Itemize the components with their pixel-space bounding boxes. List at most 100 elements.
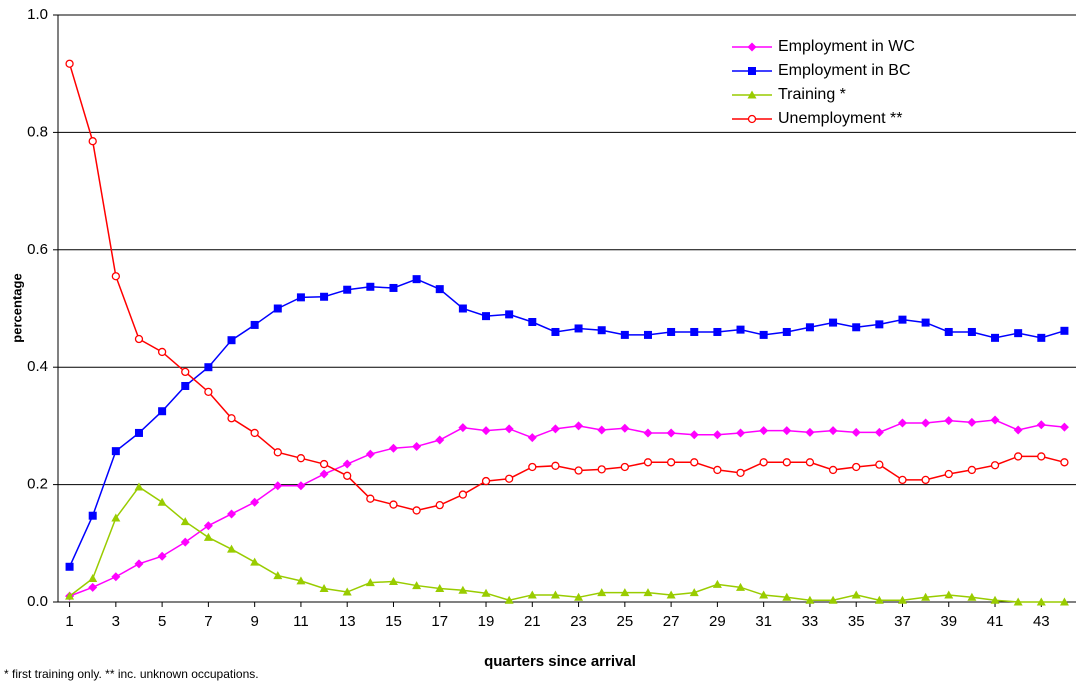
data-point — [944, 416, 954, 426]
x-tick-label: 37 — [894, 613, 911, 630]
data-point — [736, 468, 745, 478]
data-point — [1014, 329, 1023, 338]
series-line — [68, 63, 1065, 512]
y-axis-label: percentage — [9, 273, 24, 342]
x-tick-label: 33 — [802, 613, 819, 630]
data-point — [551, 461, 560, 470]
data-point — [805, 323, 814, 332]
x-tick-label: 39 — [940, 613, 957, 630]
data-point — [388, 576, 398, 585]
data-point — [1036, 420, 1046, 430]
data-point — [227, 509, 237, 519]
legend-marker — [747, 90, 757, 99]
data-point — [782, 327, 791, 336]
data-point — [204, 363, 213, 372]
data-point — [296, 576, 306, 585]
data-point — [690, 458, 699, 467]
data-point — [921, 418, 931, 428]
data-point — [504, 424, 514, 434]
data-point — [736, 582, 746, 591]
data-point — [897, 595, 907, 604]
data-point — [828, 465, 838, 475]
data-point — [782, 458, 791, 467]
data-point — [620, 330, 629, 339]
data-point — [1059, 422, 1069, 432]
data-point — [227, 544, 237, 553]
y-tick-label: 0.2 — [27, 476, 48, 493]
x-tick-label: 31 — [755, 613, 772, 630]
data-point — [65, 591, 75, 600]
data-point — [643, 428, 653, 438]
data-point — [296, 454, 306, 463]
data-point — [134, 559, 144, 569]
x-tick-label: 35 — [848, 613, 865, 630]
data-point — [412, 581, 422, 590]
data-point — [782, 592, 792, 601]
data-point — [180, 537, 190, 547]
data-point — [273, 448, 282, 457]
data-point — [435, 583, 445, 592]
data-point — [1059, 597, 1069, 606]
data-point — [365, 578, 375, 587]
data-point — [412, 506, 421, 515]
data-point — [1013, 425, 1023, 435]
x-tick-label: 9 — [250, 613, 258, 630]
data-point — [527, 433, 537, 443]
y-tick-label: 0.4 — [27, 358, 48, 375]
data-point — [597, 326, 606, 335]
data-point — [736, 325, 745, 334]
data-point — [967, 592, 977, 601]
data-point — [944, 327, 953, 336]
data-point — [828, 595, 838, 604]
data-point — [319, 583, 329, 592]
data-point — [990, 461, 1000, 470]
data-point — [181, 367, 190, 377]
data-point — [759, 330, 768, 339]
data-point — [458, 304, 467, 313]
data-point — [65, 562, 74, 571]
data-point — [805, 595, 815, 604]
data-point — [713, 327, 722, 336]
data-point — [203, 521, 213, 531]
data-point — [1013, 597, 1023, 606]
data-point — [713, 465, 722, 475]
x-tick-label: 5 — [158, 613, 166, 630]
x-tick-label: 17 — [431, 613, 448, 630]
data-point — [134, 334, 144, 344]
x-tick-label: 21 — [524, 613, 541, 630]
data-point — [388, 443, 398, 453]
data-point — [550, 424, 560, 434]
data-point — [805, 458, 815, 467]
data-point — [967, 465, 977, 475]
data-point — [204, 387, 213, 397]
data-point — [458, 585, 468, 594]
data-point — [365, 449, 375, 459]
data-point — [111, 447, 120, 456]
data-point — [875, 320, 884, 329]
data-point — [273, 304, 282, 313]
data-point — [227, 414, 236, 423]
data-point — [921, 475, 930, 485]
x-tick-label: 13 — [339, 613, 356, 630]
data-point — [852, 462, 861, 472]
data-point — [921, 592, 931, 601]
data-point — [319, 469, 329, 479]
data-point — [250, 497, 260, 507]
legend-marker — [748, 67, 756, 75]
data-point — [1037, 333, 1046, 342]
data-point — [481, 426, 491, 436]
data-point — [157, 497, 167, 506]
data-point — [319, 459, 329, 469]
data-point — [620, 462, 629, 472]
data-point — [851, 427, 861, 437]
data-point — [874, 427, 884, 437]
data-point — [620, 423, 630, 433]
data-point — [134, 428, 143, 437]
data-point — [898, 315, 907, 324]
data-point — [851, 590, 861, 599]
data-point — [366, 282, 375, 291]
data-point — [481, 588, 491, 597]
data-point — [88, 137, 97, 146]
footnote: * first training only. ** inc. unknown o… — [4, 667, 259, 681]
